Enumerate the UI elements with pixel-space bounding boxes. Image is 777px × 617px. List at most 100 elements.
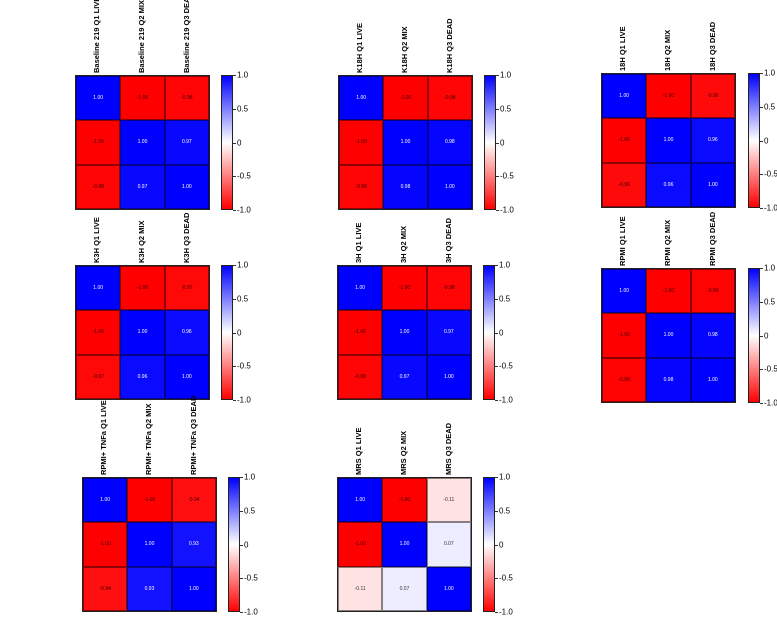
column-label: 18H Q2 MIX bbox=[663, 29, 672, 71]
correlation-matrix: 1.00 -1.00 -0.98 -1.00 1.00 0.98 -0.98 0.98 1.00 bbox=[338, 75, 473, 210]
colorbar bbox=[228, 477, 240, 612]
correlation-matrix: 1.00 -1.00 -0.99 -1.00 1.00 0.98 -0.99 0.98 1.00 bbox=[601, 268, 736, 403]
colorbar-tick-label: 0 bbox=[500, 138, 505, 147]
matrix-cell: -1.00 bbox=[646, 74, 691, 119]
matrix-cell: 1.00 bbox=[382, 310, 427, 355]
colorbar-tick-mark bbox=[495, 332, 498, 334]
colorbar-tick-label: -0.5 bbox=[499, 573, 513, 583]
matrix-cell: -1.00 bbox=[338, 522, 383, 567]
colorbar-tick-mark bbox=[496, 142, 499, 144]
colorbar-tick-mark bbox=[760, 268, 763, 269]
matrix-cell: 0.96 bbox=[690, 118, 735, 163]
column-label: RPMI+ TNFa Q2 MIX bbox=[144, 403, 153, 475]
column-label: Baseline 219 Q2 MIX bbox=[137, 0, 146, 73]
column-label: RPMI+ TNFa Q1 LIVE bbox=[99, 400, 108, 475]
colorbar-tick-mark bbox=[496, 108, 499, 110]
matrix-cell: 0.93 bbox=[171, 522, 216, 567]
colorbar-tick-mark bbox=[495, 544, 498, 546]
matrix-cell: 1.00 bbox=[120, 310, 165, 355]
matrix-cell: -0.94 bbox=[171, 478, 216, 523]
column-label: Baseline 219 Q3 DEAD bbox=[182, 0, 191, 73]
colorbar-tick-label: 0.5 bbox=[499, 294, 511, 304]
column-label: 3H Q2 MIX bbox=[399, 225, 408, 263]
matrix-cell: 1.00 bbox=[76, 266, 121, 311]
matrix-cell: 0.96 bbox=[120, 354, 165, 399]
matrix-cell: -1.00 bbox=[602, 313, 647, 358]
colorbar-tick-mark bbox=[760, 301, 763, 303]
column-label: MRS Q2 MIX bbox=[399, 430, 408, 475]
colorbar-tick-label: 0.5 bbox=[764, 102, 776, 112]
matrix-cell: -0.11 bbox=[426, 478, 471, 523]
column-label: K18H Q1 LIVE bbox=[355, 22, 364, 73]
colorbar-tick-mark bbox=[496, 75, 499, 76]
colorbar bbox=[221, 265, 233, 400]
matrix-cell: 0.07 bbox=[382, 566, 427, 611]
matrix-cell: 1.00 bbox=[690, 357, 735, 402]
colorbar-tick-mark bbox=[760, 208, 763, 209]
colorbar-tick-label: 1.0 bbox=[764, 263, 776, 273]
column-label: K18H Q2 MIX bbox=[400, 26, 409, 73]
matrix-cell: 1.00 bbox=[338, 478, 383, 523]
colorbar-tick-label: -0.5 bbox=[237, 361, 251, 371]
colorbar-tick-label: 0 bbox=[244, 540, 249, 549]
colorbar-tick-mark bbox=[240, 477, 243, 478]
matrix-cell: 1.00 bbox=[171, 566, 216, 611]
matrix-cell: -1.00 bbox=[339, 120, 384, 165]
matrix-cell: -0.98 bbox=[427, 76, 472, 121]
colorbar-tick-label: -0.5 bbox=[764, 364, 777, 374]
colorbar bbox=[483, 265, 495, 400]
correlation-matrix: 1.00 -1.00 -0.98 -1.00 1.00 0.97 -0.98 0.97 1.00 bbox=[75, 75, 210, 210]
column-label: K18H Q3 DEAD bbox=[445, 18, 454, 73]
colorbar-tick-mark bbox=[233, 332, 236, 334]
matrix-cell: -0.98 bbox=[338, 354, 383, 399]
colorbar-tick-mark bbox=[760, 73, 763, 74]
colorbar-tick-mark bbox=[495, 578, 498, 580]
column-label: Baseline 219 Q1 LIVE bbox=[92, 0, 101, 73]
colorbar-tick-mark bbox=[233, 142, 236, 144]
matrix-cell: 1.00 bbox=[426, 354, 471, 399]
colorbar-tick-mark bbox=[233, 400, 236, 401]
colorbar-tick-label: -0.5 bbox=[764, 169, 777, 179]
matrix-cell: -1.00 bbox=[602, 118, 647, 163]
colorbar-tick-label: 0.5 bbox=[244, 506, 256, 516]
matrix-cell: 1.00 bbox=[127, 522, 172, 567]
colorbar-tick-label: 0 bbox=[237, 138, 242, 147]
colorbar-tick-mark bbox=[495, 400, 498, 401]
colorbar-tick-label: 1.0 bbox=[237, 70, 249, 80]
colorbar-tick-label: -1.0 bbox=[244, 607, 258, 617]
colorbar-tick-mark bbox=[760, 403, 763, 404]
colorbar-tick-label: 0.5 bbox=[237, 104, 249, 114]
colorbar-tick-label: 0 bbox=[764, 136, 769, 145]
matrix-cell: 1.00 bbox=[427, 164, 472, 209]
matrix-cell: 1.00 bbox=[120, 120, 165, 165]
colorbar-tick-label: 0 bbox=[237, 328, 242, 337]
matrix-cell: 0.97 bbox=[382, 354, 427, 399]
colorbar-tick-label: 0.5 bbox=[499, 506, 511, 516]
colorbar-tick-mark bbox=[240, 612, 243, 613]
column-label: MRS Q3 DEAD bbox=[444, 422, 453, 475]
colorbar bbox=[748, 73, 760, 208]
colorbar-tick-label: 1.0 bbox=[500, 70, 512, 80]
colorbar-tick-label: -1.0 bbox=[764, 398, 777, 408]
matrix-cell: -0.11 bbox=[338, 566, 383, 611]
correlation-matrix: 1.00 -1.00 -0.97 -1.00 1.00 0.96 -0.97 0.96 1.00 bbox=[75, 265, 210, 400]
matrix-cell: 0.98 bbox=[690, 313, 735, 358]
colorbar-tick-label: 0 bbox=[764, 331, 769, 340]
colorbar-tick-label: 0 bbox=[499, 540, 504, 549]
colorbar-tick-mark bbox=[240, 510, 243, 512]
matrix-cell: 0.93 bbox=[127, 566, 172, 611]
matrix-cell: -1.00 bbox=[127, 478, 172, 523]
correlation-matrix: 1.00 -1.00 -0.98 -1.00 1.00 0.97 -0.98 0.97 1.00 bbox=[337, 265, 472, 400]
column-label: 18H Q1 LIVE bbox=[618, 26, 627, 71]
matrix-cell: -0.96 bbox=[602, 162, 647, 207]
colorbar-tick-mark bbox=[496, 210, 499, 211]
colorbar-tick-mark bbox=[233, 366, 236, 368]
column-label: K3H Q3 DEAD bbox=[182, 212, 191, 263]
colorbar-tick-label: 0.5 bbox=[500, 104, 512, 114]
colorbar-tick-label: -1.0 bbox=[500, 205, 514, 215]
colorbar-tick-mark bbox=[233, 298, 236, 300]
matrix-cell: 1.00 bbox=[602, 74, 647, 119]
matrix-cell: 0.07 bbox=[426, 522, 471, 567]
colorbar-tick-label: -0.5 bbox=[244, 573, 258, 583]
column-label: RPMI Q2 MIX bbox=[663, 219, 672, 266]
